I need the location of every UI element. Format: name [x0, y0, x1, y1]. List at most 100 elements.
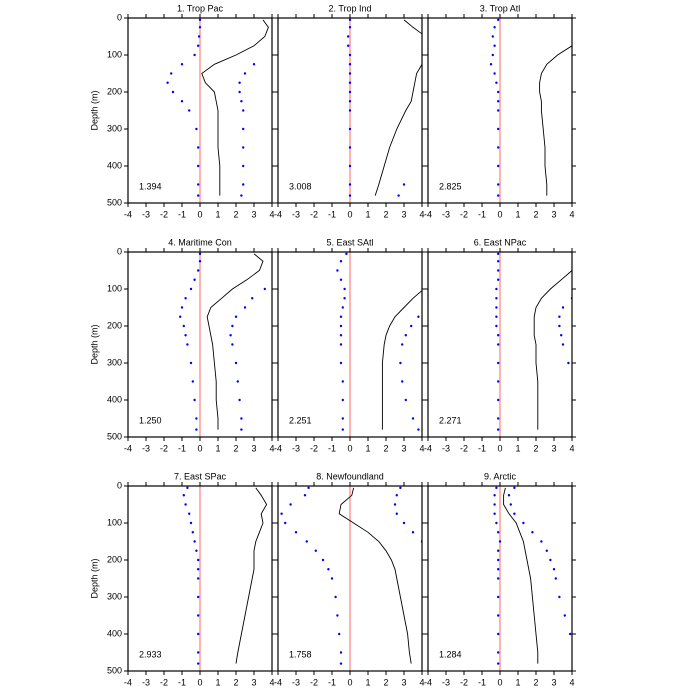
- profile-dot: [242, 183, 245, 186]
- profile-dot: [197, 164, 200, 168]
- x-tick-label: 2: [533, 677, 538, 687]
- profile-dot: [497, 380, 500, 383]
- x-tick-label: -3: [292, 209, 300, 219]
- profile-dot: [558, 324, 561, 328]
- x-tick-label: 1: [515, 443, 520, 453]
- profile-line: [381, 289, 422, 430]
- x-tick-label: 3: [551, 677, 556, 687]
- profile-dot: [497, 662, 500, 665]
- profile-dot: [348, 164, 352, 168]
- profile-dot: [195, 417, 198, 420]
- x-tick-label: -1: [478, 209, 486, 219]
- x-tick-label: 3: [401, 677, 406, 687]
- x-tick-label: 1: [215, 443, 220, 453]
- panel-title: 9. Arctic: [484, 471, 517, 481]
- profile-dot: [197, 614, 200, 617]
- profile-dot: [552, 568, 556, 571]
- profile-dot: [191, 380, 194, 383]
- x-tick-label: 0: [197, 677, 202, 687]
- profile-dot: [198, 18, 202, 22]
- profile-dot: [343, 297, 346, 300]
- profile-dot: [188, 109, 191, 112]
- profile-dot: [238, 398, 241, 402]
- profile-dot: [497, 549, 500, 552]
- profile-dot: [495, 287, 498, 291]
- profile-dot: [495, 81, 498, 84]
- y-tick-label: 400: [107, 394, 122, 404]
- profile-dot: [497, 428, 500, 431]
- panel-title: 2. Trop Ind: [328, 3, 371, 13]
- profile-dot: [294, 531, 298, 534]
- profile-dot: [410, 324, 413, 328]
- profile-dot: [339, 651, 343, 654]
- plot-area: [166, 18, 269, 203]
- y-tick-label: 0: [117, 480, 122, 490]
- profile-line: [338, 487, 412, 664]
- x-tick-label: 2: [383, 209, 388, 219]
- profile-dot: [411, 417, 415, 420]
- x-tick-label: 0: [347, 209, 352, 219]
- profile-dot: [191, 531, 194, 534]
- profile-dot: [339, 324, 343, 328]
- annotation: 1.284: [439, 649, 462, 659]
- profile-dot: [197, 595, 200, 599]
- profile-dot: [193, 398, 196, 402]
- profile-dot: [393, 503, 397, 506]
- profile-dot: [497, 146, 500, 149]
- profile-dot: [497, 183, 500, 186]
- x-tick-label: -1: [178, 209, 186, 219]
- profile-dot: [497, 632, 500, 636]
- x-tick-label: -2: [310, 209, 318, 219]
- profile-dot: [348, 90, 352, 94]
- x-tick-label: -4: [274, 209, 282, 219]
- profile-dot: [189, 287, 193, 291]
- profile-dot: [197, 577, 200, 580]
- x-tick-label: 0: [497, 443, 502, 453]
- x-tick-label: 4: [269, 209, 274, 219]
- profile-dot: [166, 81, 169, 84]
- x-tick-label: -1: [328, 443, 336, 453]
- profile-dot: [348, 146, 352, 149]
- profile-dot: [197, 183, 200, 186]
- x-tick-label: -2: [460, 209, 468, 219]
- panel: 4. Maritime Con -4 -3 -2 -1 0 1 2 3 4 0 100 200 300 40…: [89, 237, 276, 453]
- profile-dot: [193, 53, 196, 57]
- x-tick-label: -2: [160, 677, 168, 687]
- profile-dot: [563, 614, 566, 617]
- x-tick-label: -3: [442, 443, 450, 453]
- profile-dot: [417, 315, 420, 318]
- profile-dot: [348, 72, 352, 75]
- x-tick-label: -4: [274, 443, 282, 453]
- y-tick-label: 0: [117, 12, 122, 22]
- profile-dot: [234, 361, 238, 365]
- profile-dot: [193, 278, 196, 281]
- profile-dot: [195, 549, 198, 552]
- plot-area: [182, 486, 268, 671]
- annotation: 1.758: [289, 649, 312, 659]
- profile-dot: [339, 278, 343, 281]
- annotation: 3.008: [289, 181, 312, 191]
- profile-dot: [170, 72, 173, 75]
- profile-dot: [497, 18, 500, 22]
- profile-dot: [399, 486, 402, 490]
- y-axis-label: Depth (m): [89, 558, 99, 598]
- profile-dot: [240, 194, 243, 197]
- profile-dot: [395, 494, 398, 497]
- x-tick-label: 3: [251, 209, 256, 219]
- profile-dot: [198, 260, 202, 263]
- panel-title: 6. East NPac: [474, 237, 527, 247]
- x-tick-label: 4: [419, 677, 424, 687]
- plot-area: [179, 252, 266, 437]
- x-tick-label: -3: [142, 443, 150, 453]
- profile-dot: [497, 595, 500, 599]
- x-tick-label: -1: [478, 677, 486, 687]
- profile-dot: [493, 26, 496, 29]
- panel-frame: [427, 251, 573, 438]
- panel-title: 5. East SAtl: [326, 237, 373, 247]
- panel-title: 8. Newfoundland: [316, 471, 384, 481]
- profile-dot: [497, 651, 500, 654]
- profile-dot: [348, 53, 352, 57]
- profile-dot: [189, 361, 193, 365]
- profile-dot: [497, 90, 500, 94]
